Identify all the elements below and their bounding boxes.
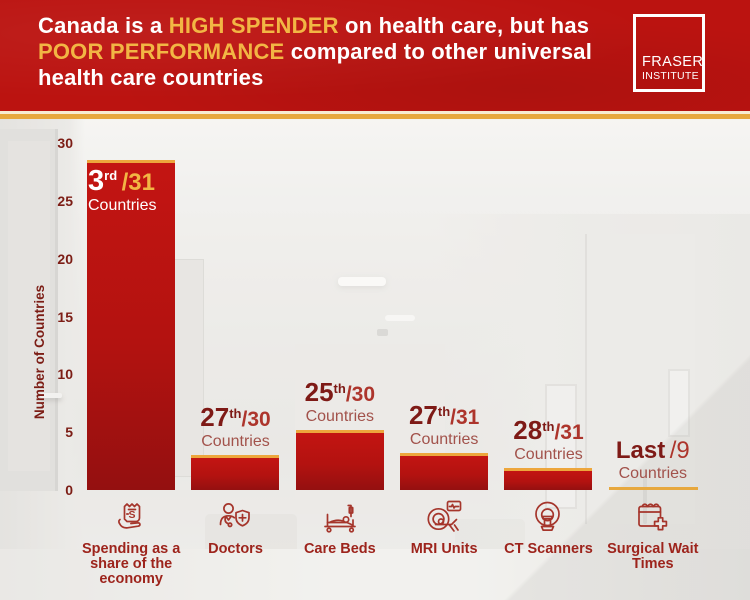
- receipt-in-hand-icon: S: [79, 494, 183, 540]
- calendar-with-cross-icon: [601, 494, 705, 540]
- background-door-handle: [643, 469, 647, 524]
- rank-label-care-beds: 25th/30 Countries: [304, 377, 376, 425]
- page-title: Canada is a HIGH SPENDER on health care,…: [38, 13, 593, 90]
- category-label-care-beds: Care Beds: [303, 541, 376, 557]
- rank-label-surgical: Last /9 Countries: [615, 436, 690, 482]
- ct-scanner-icon: [496, 494, 600, 540]
- column-doctors: 27th/30 Countries Doctors: [183, 119, 287, 600]
- logo-text-fraser: FRASER: [642, 54, 704, 70]
- category-label-doctors: Doctors: [208, 541, 263, 557]
- fraser-institute-logo: FRASER INSTITUTE: [633, 14, 705, 92]
- category-label-spending: Spending as a share of the economy: [82, 541, 181, 587]
- y-tick-label: 10: [57, 366, 73, 383]
- rank-label-spending: 3rd /31 Countries: [88, 165, 157, 215]
- category-label-surgical: Surgical Wait Times: [607, 541, 699, 572]
- y-tick-label: 15: [57, 308, 73, 325]
- bar-underline-surgical: [608, 487, 698, 490]
- bar-ct-scanners: [504, 468, 593, 490]
- header-divider-gold: [0, 114, 750, 119]
- y-tick-label: 30: [57, 135, 73, 151]
- column-surgical-wait-times: Last /9 Countries Surgical Wait Times: [601, 119, 705, 600]
- header-divider-light: [0, 111, 750, 114]
- hospital-bed-icon: [288, 494, 392, 540]
- category-label-mri-units: MRI Units: [410, 541, 478, 557]
- rank-label-ct-scanners: 28th/31 Countries: [513, 415, 584, 463]
- background-ceiling-fixture: [377, 329, 388, 336]
- column-care-beds: 25th/30 Countries Care Beds: [288, 119, 392, 600]
- bar-doctors: [191, 455, 280, 490]
- rank-label-doctors: 27th/30 Countries: [200, 402, 271, 450]
- y-tick-label: 5: [65, 424, 73, 441]
- logo-text-institute: INSTITUTE: [642, 70, 699, 82]
- header-banner: Canada is a HIGH SPENDER on health care,…: [0, 0, 750, 111]
- bar-mri-units: [399, 453, 488, 490]
- y-tick-label: 25: [57, 192, 73, 209]
- background-door-handle: [40, 393, 62, 398]
- doctor-with-shield-icon: [183, 494, 287, 540]
- background-ceiling-light: [338, 277, 386, 286]
- background-floor: [0, 549, 750, 600]
- mri-machine-icon: [392, 494, 496, 540]
- column-mri-units: 27th/31 Countries MRI Units: [392, 119, 496, 600]
- svg-text:S: S: [129, 509, 136, 521]
- rank-label-mri-units: 27th/31 Countries: [408, 400, 480, 448]
- category-label-ct-scanners: CT Scanners: [504, 541, 593, 557]
- background-left-door-panel: [8, 141, 50, 471]
- background-ceiling-light: [385, 315, 415, 321]
- bar-spending: [87, 160, 175, 490]
- bar-chart: Number of Countries 0 5 10 15 20 25 30 3rd /31…: [0, 119, 750, 600]
- y-tick-label: 0: [65, 482, 73, 498]
- chart-columns: 3rd /31 Countries S Spending as a share …: [79, 119, 705, 600]
- column-ct-scanners: 28th/31 Countries CT Scanners: [496, 119, 600, 600]
- bar-care-beds: [295, 430, 384, 490]
- y-tick-label: 20: [57, 250, 73, 267]
- background-door-window: [668, 369, 690, 437]
- column-spending: 3rd /31 Countries S Spending as a share …: [79, 119, 183, 600]
